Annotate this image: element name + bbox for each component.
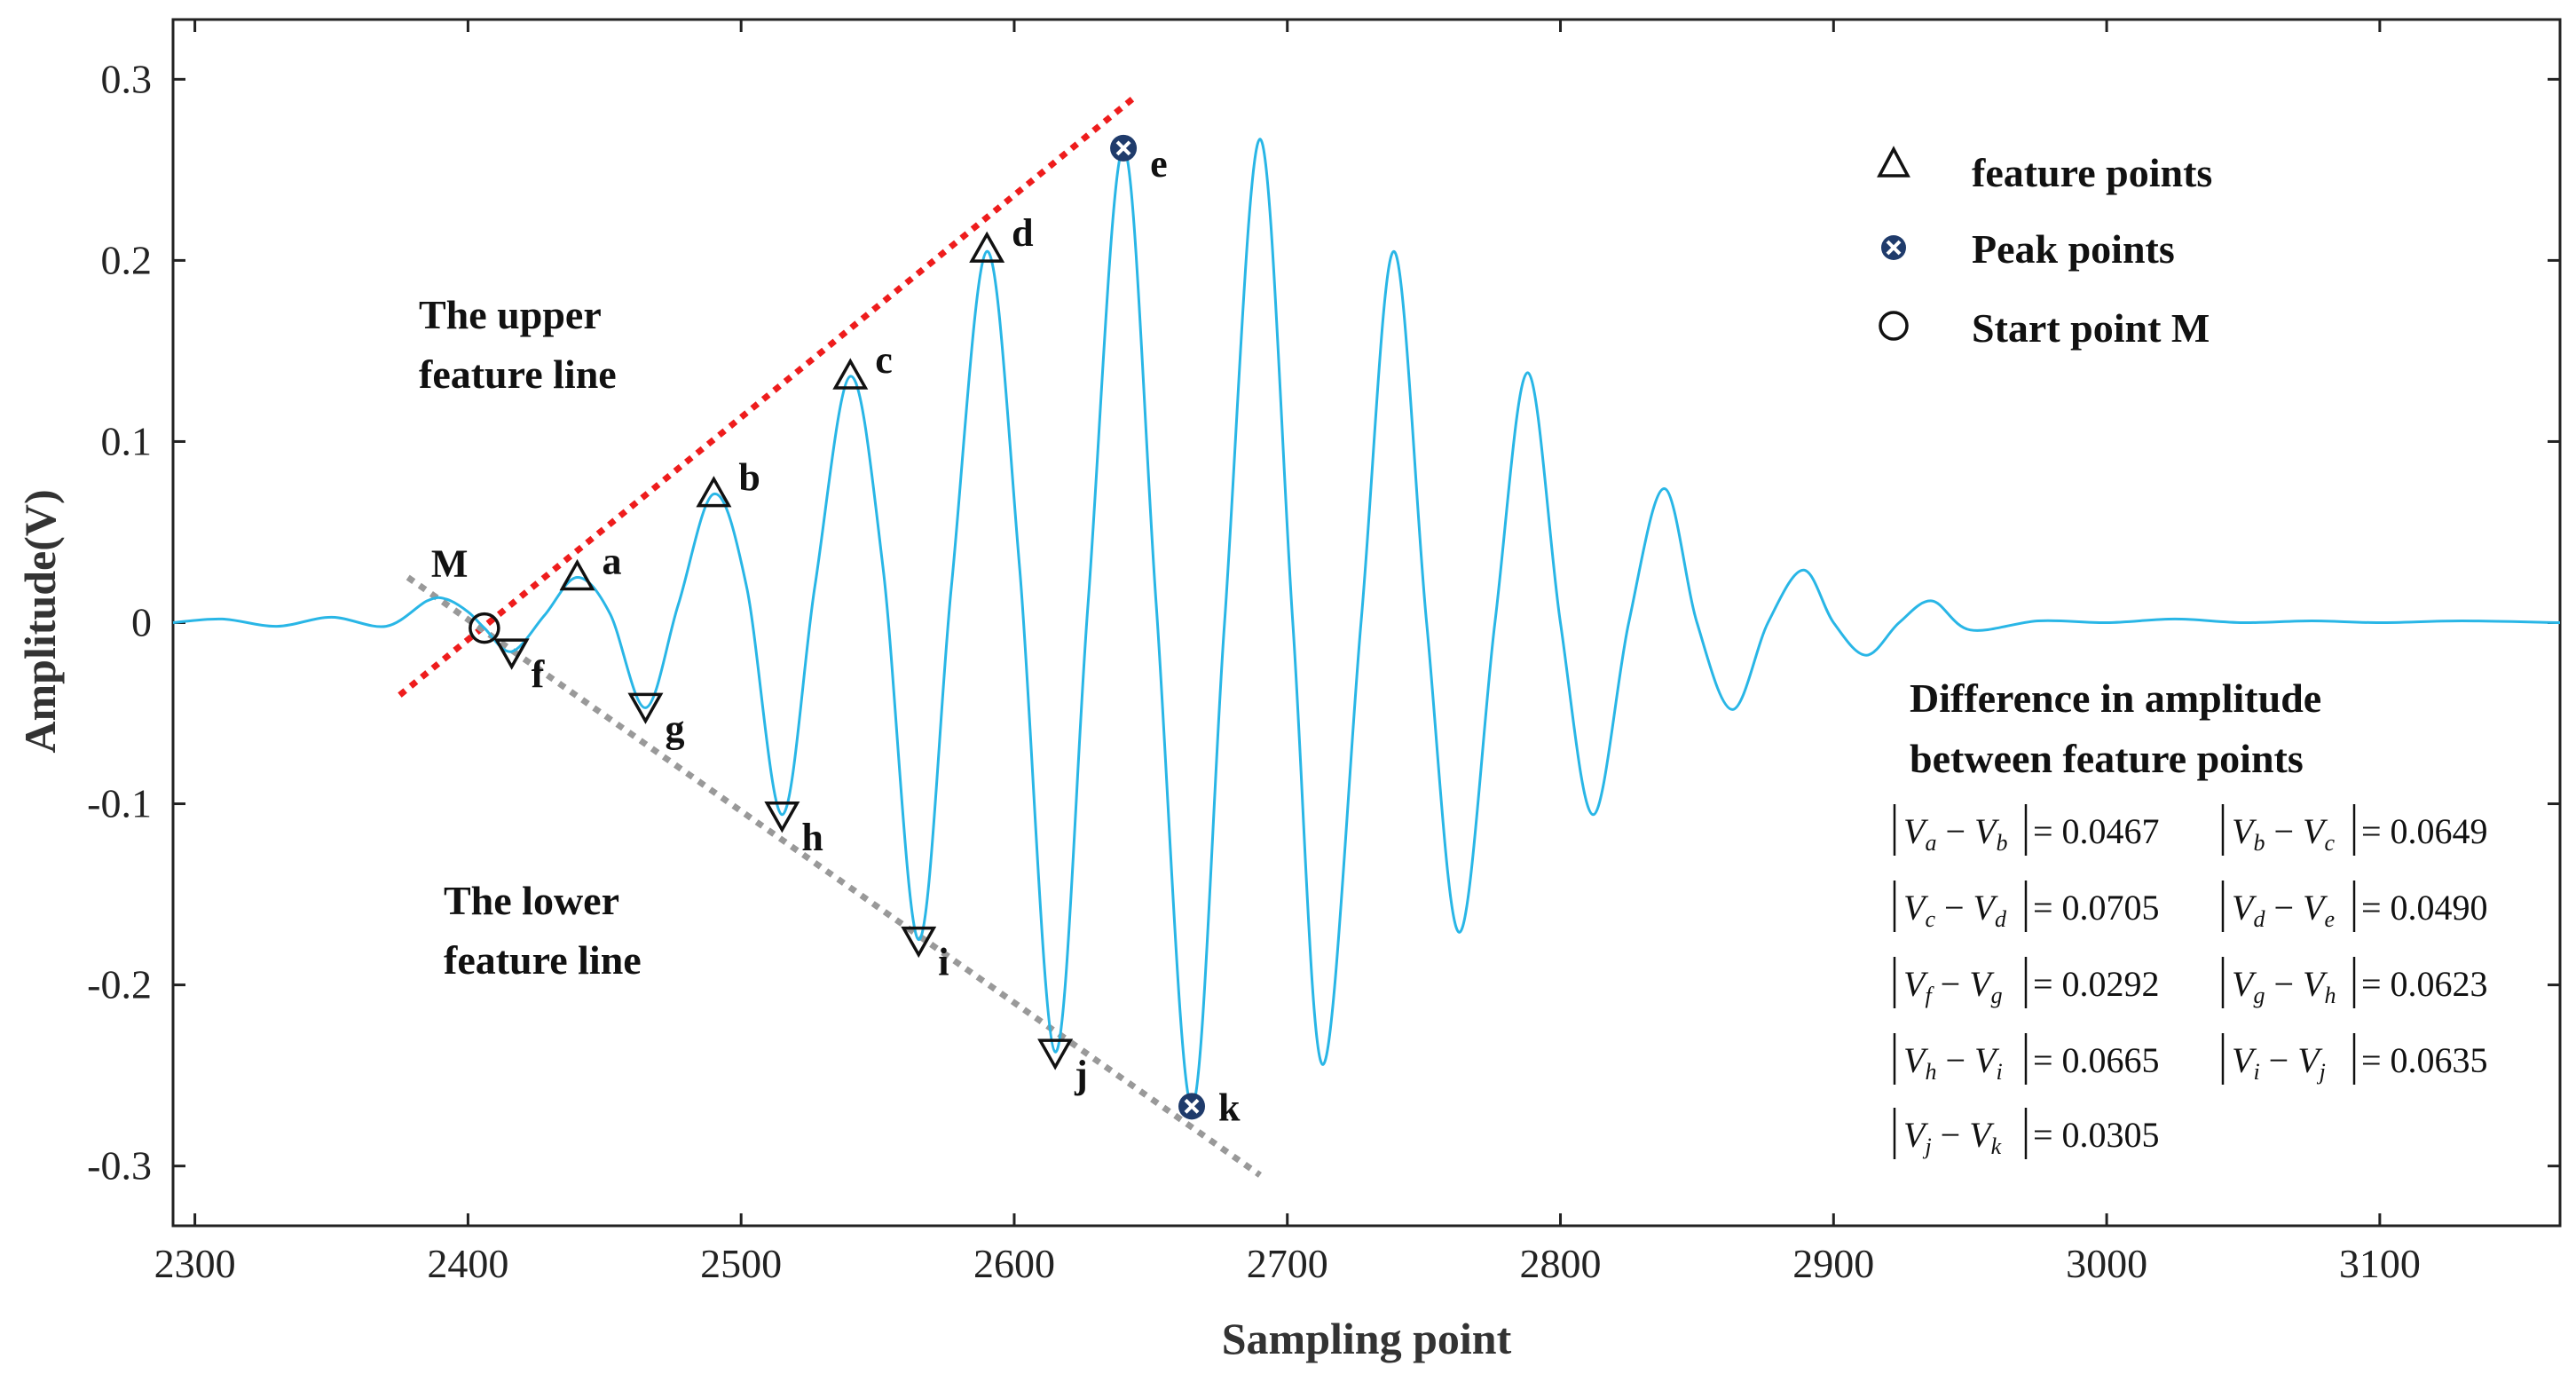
- difference-value: = 0.0649: [2361, 811, 2488, 851]
- x-tick-label: 3100: [2339, 1241, 2421, 1286]
- plot-area: [171, 18, 2562, 1228]
- lower-line-label-1: The lower: [444, 878, 619, 923]
- feature-point-down: [493, 638, 530, 670]
- legend-label-start: Start point M: [1972, 305, 2210, 351]
- y-tick-label: 0.3: [101, 56, 153, 101]
- x-tick-label: 3000: [2066, 1241, 2147, 1286]
- feature-point-label: h: [801, 816, 823, 859]
- feature-point-label: c: [875, 338, 893, 382]
- svg-text:Vj − Vk: Vj − Vk: [1903, 1115, 2002, 1159]
- feature-point-label: g: [665, 707, 684, 750]
- feature-point-up: [969, 231, 1005, 263]
- svg-text:Vg − Vh: Vg − Vh: [2232, 964, 2336, 1008]
- upper-line-label-1: The upper: [419, 292, 602, 337]
- signal-line: [172, 138, 2561, 1108]
- feature-point-down: [1037, 1038, 1074, 1070]
- difference-row: Vh − Vi = 0.0665: [1893, 1033, 2160, 1085]
- x-tick-label: 2400: [427, 1241, 508, 1286]
- lower-feature-line: [406, 574, 1262, 1178]
- legend-cross-icon: [1881, 235, 1906, 260]
- feature-point-down: [627, 692, 664, 724]
- peak-point-label: e: [1150, 142, 1168, 186]
- feature-point-label: b: [738, 456, 760, 500]
- feature-point-down: [901, 926, 937, 959]
- legend: feature points Peak points Start point M: [1877, 146, 2212, 351]
- y-tick-label: 0: [131, 600, 152, 645]
- feature-point-down: [764, 802, 800, 833]
- difference-row: Vc − Vd = 0.0705: [1893, 881, 2160, 932]
- difference-value: = 0.0490: [2361, 888, 2488, 928]
- marker-group: a b c d f g h i j e k M: [431, 134, 1241, 1129]
- svg-text:Va − Vb: Va − Vb: [1903, 811, 2007, 856]
- legend-label-peak: Peak points: [1972, 226, 2175, 272]
- difference-value: = 0.0623: [2361, 964, 2488, 1004]
- legend-label-feature: feature points: [1972, 150, 2212, 195]
- difference-table: Va − Vb = 0.0467 Vb − Vc = 0.0649 Vc − Vd = 0…: [1893, 804, 2488, 1159]
- start-point: [469, 612, 500, 644]
- legend-triangle-icon: [1877, 146, 1910, 178]
- feature-point-up: [559, 558, 595, 591]
- x-tick-label: 2500: [700, 1241, 782, 1286]
- x-tick-label: 2900: [1792, 1241, 1874, 1286]
- svg-text:Vh − Vi: Vh − Vi: [1903, 1040, 2003, 1085]
- feature-lines: [398, 95, 1262, 1178]
- start-point-label: M: [431, 542, 469, 586]
- y-tick-label: 0.1: [101, 418, 153, 463]
- difference-row: Vb − Vc = 0.0649: [2221, 804, 2488, 856]
- feature-point-label: f: [532, 652, 546, 696]
- difference-row: Vd − Ve = 0.0490: [2221, 881, 2488, 932]
- difference-row: Va − Vb = 0.0467: [1893, 804, 2160, 856]
- difference-value: = 0.0705: [2033, 888, 2160, 928]
- peak-point: [1178, 1093, 1206, 1120]
- difference-row: Vi − Vj = 0.0635: [2221, 1033, 2488, 1085]
- x-tick-label: 2300: [154, 1241, 236, 1286]
- feature-point-up: [832, 358, 869, 390]
- x-tick-label: 2600: [973, 1241, 1055, 1286]
- diff-title-1: Difference in amplitude: [1910, 675, 2321, 721]
- axis-ticks: 2300 2400 2500 2600 2700 2800 2900 3000 3100 0.3 0…: [87, 20, 2560, 1286]
- y-tick-label: 0.2: [101, 237, 153, 282]
- difference-row: Vf − Vg = 0.0292: [1893, 957, 2160, 1008]
- x-tick-label: 2800: [1520, 1241, 1602, 1286]
- y-tick-label: -0.2: [87, 962, 152, 1007]
- y-tick-label: -0.1: [87, 781, 152, 826]
- feature-point-label: a: [603, 539, 622, 582]
- peak-point: [1110, 134, 1138, 162]
- upper-line-label-2: feature line: [419, 351, 617, 397]
- upper-feature-line: [398, 95, 1137, 698]
- diff-title-2: between feature points: [1910, 736, 2304, 781]
- y-axis-title: Amplitude(V): [15, 489, 65, 753]
- x-axis-title: Sampling point: [1222, 1314, 1512, 1363]
- feature-point-label: j: [1074, 1053, 1088, 1096]
- difference-value: = 0.0305: [2033, 1115, 2160, 1155]
- difference-value: = 0.0292: [2033, 964, 2160, 1004]
- lower-line-label-2: feature line: [444, 937, 642, 983]
- feature-point-label: i: [938, 941, 949, 984]
- svg-text:Vb − Vc: Vb − Vc: [2232, 811, 2335, 856]
- series-group: [172, 138, 2561, 1108]
- peak-point-label: k: [1218, 1086, 1241, 1129]
- svg-text:Vc − Vd: Vc − Vd: [1903, 888, 2007, 932]
- y-tick-label: -0.3: [87, 1143, 152, 1189]
- difference-value: = 0.0467: [2033, 811, 2160, 851]
- difference-value: = 0.0665: [2033, 1040, 2160, 1080]
- svg-text:Vf − Vg: Vf − Vg: [1903, 964, 2003, 1008]
- difference-row: Vg − Vh = 0.0623: [2221, 957, 2488, 1008]
- feature-point-label: d: [1012, 211, 1033, 255]
- difference-value: = 0.0635: [2361, 1040, 2488, 1080]
- legend-circle-icon: [1879, 311, 1909, 341]
- svg-text:Vi − Vj: Vi − Vj: [2232, 1040, 2326, 1085]
- x-tick-label: 2700: [1247, 1241, 1328, 1286]
- svg-text:Vd − Ve: Vd − Ve: [2232, 888, 2335, 932]
- feature-point-up: [696, 476, 732, 508]
- difference-row: Vj − Vk = 0.0305: [1893, 1108, 2160, 1159]
